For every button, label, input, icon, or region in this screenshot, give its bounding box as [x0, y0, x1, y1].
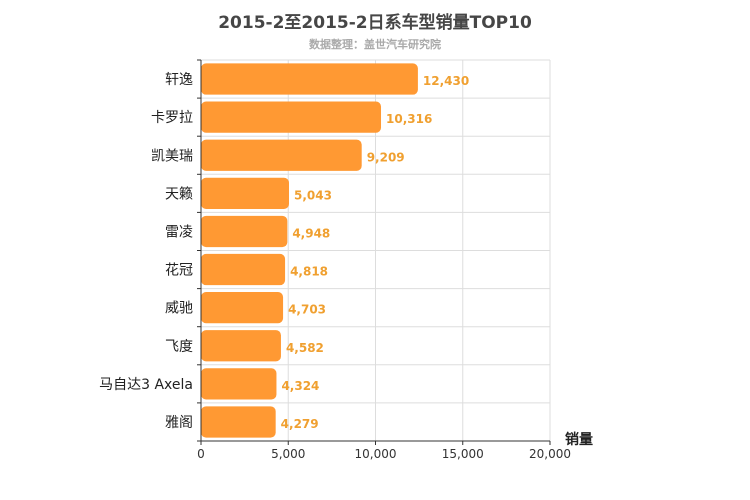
- category-label: 花冠: [165, 263, 193, 279]
- labels: 12,430 轩逸 10,316 卡罗拉 9,209 凯美瑞 5,043 天籁 4,948 雷凌 4…: [99, 72, 469, 431]
- bars: [201, 63, 418, 438]
- data-label: 4,582: [286, 341, 324, 355]
- x-tick-label: 10,000: [355, 447, 397, 461]
- category-label: 威驰: [165, 301, 193, 317]
- category-label: 轩逸: [165, 72, 193, 88]
- bar: [201, 330, 281, 362]
- category-label: 雅阁: [165, 415, 193, 431]
- bar: [201, 406, 276, 438]
- data-label: 4,324: [281, 379, 319, 393]
- category-label: 马自达3 Axela: [99, 377, 193, 393]
- chart-title: 2015-2至2015-2日系车型销量TOP10: [218, 13, 532, 33]
- bar: [201, 177, 290, 209]
- bar: [201, 368, 277, 400]
- data-label: 9,209: [367, 150, 405, 164]
- bar: [201, 139, 362, 171]
- bar: [201, 63, 418, 95]
- category-label: 雷凌: [165, 224, 193, 240]
- x-tick-label: 0: [197, 447, 205, 461]
- category-label: 卡罗拉: [151, 110, 193, 126]
- category-label: 天籁: [165, 186, 193, 202]
- bar: [201, 253, 286, 286]
- bar: [201, 215, 288, 248]
- data-label: 5,043: [294, 188, 332, 202]
- data-label: 4,703: [288, 303, 326, 317]
- data-label: 12,430: [423, 74, 469, 88]
- grid-lines: [200, 59, 551, 442]
- chart-subtitle: 数据整理：盖世汽车研究院: [309, 38, 441, 51]
- data-label: 4,279: [281, 417, 319, 431]
- x-tick-label: 5,000: [271, 447, 305, 461]
- bar: [201, 101, 382, 133]
- x-axis-label: 销量: [565, 431, 593, 448]
- data-label: 10,316: [386, 112, 432, 126]
- data-label: 4,948: [292, 226, 330, 240]
- x-tick-label: 15,000: [442, 447, 484, 461]
- bar: [201, 292, 284, 324]
- category-label: 凯美瑞: [151, 148, 193, 164]
- x-tick-label: 20,000: [529, 447, 571, 461]
- data-label: 4,818: [290, 265, 328, 279]
- category-label: 飞度: [165, 339, 193, 355]
